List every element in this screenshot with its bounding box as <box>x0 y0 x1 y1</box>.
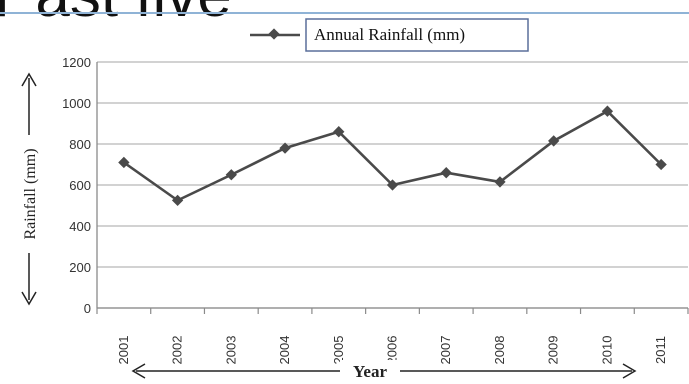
x-tick-label: 2008 <box>492 336 507 365</box>
plot-area: 0 200 400 600 800 1000 1200 2001 2002 2003 2004 200… <box>62 55 689 365</box>
data-point-marker <box>440 167 452 179</box>
x-tick-label: 2010 <box>599 336 614 365</box>
data-point-marker <box>279 142 291 154</box>
data-point-marker <box>386 179 399 191</box>
y-tick-label: 0 <box>84 301 91 316</box>
x-tick-label: 2002 <box>170 336 185 365</box>
y-axis-arrow-down-icon <box>21 291 37 306</box>
x-tick-label: 2004 <box>277 336 292 365</box>
data-point-marker <box>494 176 506 188</box>
y-tick-label: 400 <box>69 219 91 234</box>
data-point-marker <box>548 135 560 147</box>
data-point-marker <box>225 169 237 181</box>
x-tick-label: 2003 <box>223 336 238 365</box>
legend-marker <box>268 28 280 40</box>
legend-box <box>305 18 529 52</box>
x-tick-label: 2007 <box>438 336 453 365</box>
x-tick-label: 2009 <box>546 336 561 365</box>
y-axis-title: Rainfall (mm) <box>22 148 39 239</box>
data-point-marker <box>655 158 667 171</box>
x-axis-arrow-right-icon <box>622 363 637 379</box>
data-point-marker <box>171 194 184 207</box>
y-tick-label: 600 <box>69 178 91 193</box>
x-axis-title: Year <box>353 362 387 381</box>
x-tick-label: 2011 <box>653 336 668 364</box>
x-tick-label: 2005 <box>331 336 346 365</box>
legend: Annual Rainfall (mm) <box>250 18 529 52</box>
y-tick-label: 800 <box>69 137 91 152</box>
legend-label: Annual Rainfall (mm) <box>314 25 465 44</box>
y-tick-label: 1000 <box>62 96 91 111</box>
heading-fragment: Past five <box>0 0 232 30</box>
y-axis-title-group: Rainfall (mm) <box>18 72 40 306</box>
x-axis-title-group: Year <box>131 360 637 381</box>
y-tick-label: 1200 <box>62 55 91 70</box>
y-tick-label: 200 <box>69 260 91 275</box>
x-axis-arrow-left-icon <box>131 363 146 379</box>
y-axis-arrow-up-icon <box>21 72 37 87</box>
x-tick-label: 2001 <box>116 336 131 365</box>
x-tick-label: 2006 <box>385 336 400 365</box>
